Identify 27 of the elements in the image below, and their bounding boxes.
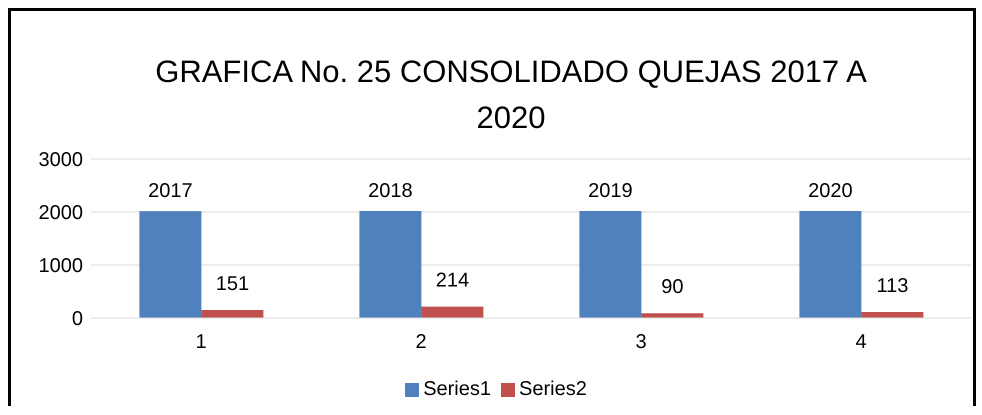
- data-label: 214: [436, 270, 470, 292]
- bar: [799, 210, 862, 318]
- y-tick-label: 0: [72, 308, 83, 330]
- data-label: 2017: [148, 180, 193, 202]
- bar: [201, 310, 264, 318]
- y-tick-label: 3000: [38, 149, 83, 172]
- x-tick-label: 1: [195, 331, 207, 354]
- bar: [421, 306, 484, 318]
- data-label: 2020: [808, 180, 853, 202]
- legend-label: Series2: [519, 378, 587, 400]
- bar: [641, 313, 704, 318]
- data-label: 113: [876, 275, 908, 298]
- bar: [861, 312, 924, 318]
- bar: [139, 211, 202, 318]
- data-label: 2019: [588, 180, 633, 202]
- x-tick-label: 3: [635, 331, 647, 354]
- bar: [359, 211, 422, 318]
- data-label: 90: [661, 276, 684, 298]
- chart-title: GRAFICA No. 25 CONSOLIDADO QUEJAS 2017 A 2020: [154, 53, 868, 137]
- data-label: 2018: [368, 180, 413, 202]
- x-tick-label: 4: [855, 331, 867, 354]
- data-label: 151: [216, 272, 250, 295]
- y-tick-label: 2000: [38, 202, 83, 224]
- bar: [579, 210, 642, 318]
- legend-label: Series1: [423, 378, 491, 400]
- x-tick-label: 2: [415, 331, 427, 354]
- y-tick-label: 1000: [38, 255, 83, 278]
